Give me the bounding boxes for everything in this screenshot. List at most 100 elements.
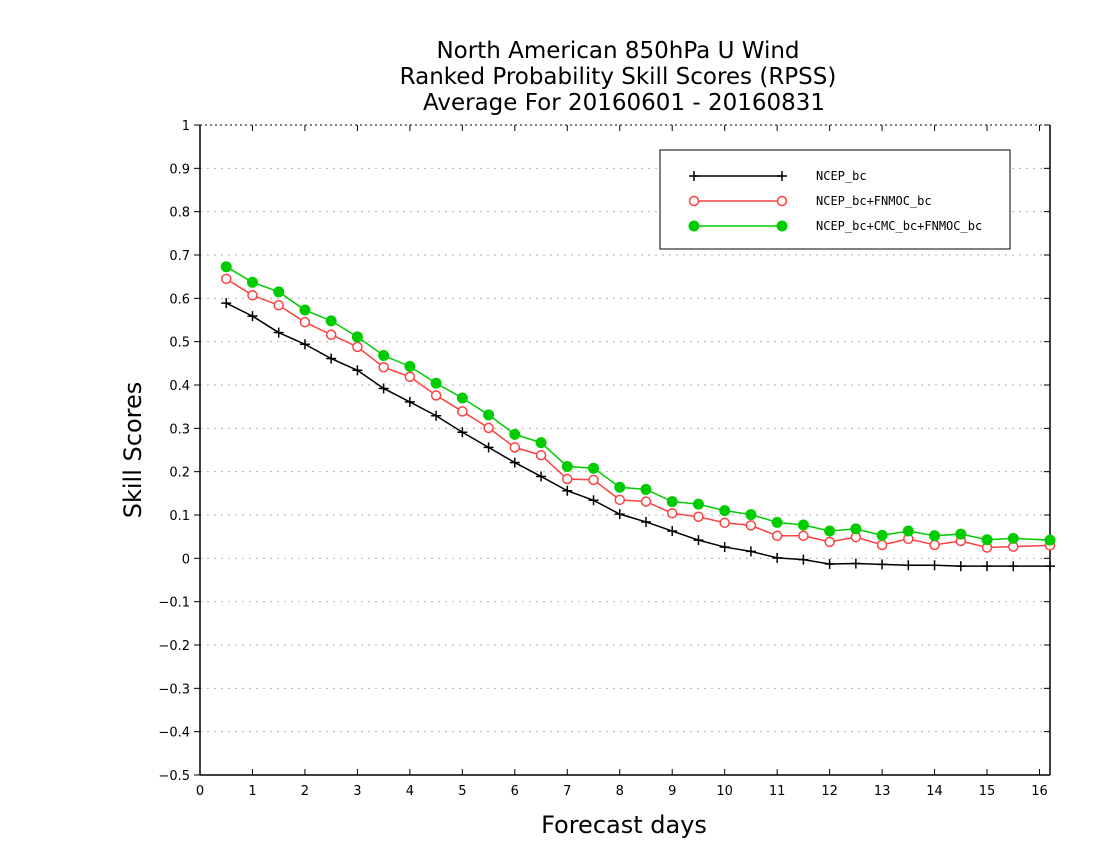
open-circle-marker bbox=[614, 494, 626, 506]
chart-title-line-1: North American 850hPa U Wind bbox=[436, 38, 799, 64]
filled-circle-marker bbox=[1007, 532, 1019, 544]
axes bbox=[199, 125, 1051, 776]
legend-item: NCEP_bc bbox=[689, 169, 867, 183]
filled-circle-marker bbox=[561, 460, 573, 472]
open-circle-marker bbox=[273, 300, 284, 311]
filled-circle-marker bbox=[797, 519, 809, 531]
filled-circle-marker bbox=[876, 529, 888, 541]
filled-circle-marker bbox=[404, 360, 416, 372]
x-tick-label: 0 bbox=[196, 784, 204, 799]
filled-circle-marker bbox=[929, 530, 941, 542]
open-circle-marker bbox=[220, 273, 232, 285]
x-tick-label: 11 bbox=[769, 784, 786, 799]
x-tick-label: 14 bbox=[926, 784, 943, 799]
open-circle-marker bbox=[688, 195, 700, 207]
y-axis-label: Skill Scores bbox=[119, 382, 147, 519]
open-circle-marker bbox=[640, 496, 652, 507]
x-tick-label: 8 bbox=[616, 784, 624, 799]
open-circle-marker bbox=[745, 520, 757, 531]
open-circle-marker bbox=[666, 508, 678, 519]
x-tick-label: 5 bbox=[458, 784, 466, 799]
x-tick-label: 7 bbox=[563, 784, 571, 799]
open-circle-marker bbox=[325, 329, 337, 340]
y-tick-label: 0.5 bbox=[169, 336, 190, 351]
filled-circle-marker bbox=[273, 286, 285, 298]
filled-circle-marker bbox=[220, 261, 232, 273]
filled-circle-marker bbox=[378, 350, 390, 362]
series-2 bbox=[220, 273, 1056, 553]
filled-circle-marker bbox=[902, 525, 914, 537]
open-circle-marker bbox=[771, 530, 783, 542]
open-circle-marker bbox=[378, 361, 389, 373]
filled-circle-marker bbox=[456, 392, 468, 404]
filled-circle-marker bbox=[509, 428, 521, 440]
filled-circle-marker bbox=[246, 276, 258, 288]
filled-circle-marker bbox=[430, 377, 442, 389]
x-tick-label: 6 bbox=[511, 784, 519, 799]
open-circle-marker bbox=[430, 390, 442, 401]
series-3 bbox=[220, 261, 1056, 546]
chart-title: North American 850hPa U Wind Ranked Prob… bbox=[400, 38, 837, 116]
open-circle-marker bbox=[562, 473, 573, 485]
open-circle-marker bbox=[483, 422, 494, 434]
open-circle-marker bbox=[693, 511, 704, 522]
filled-circle-marker bbox=[955, 528, 967, 540]
filled-circle-marker bbox=[771, 516, 783, 528]
y-tick-label: −0.5 bbox=[158, 769, 190, 784]
series-line bbox=[225, 278, 1051, 549]
filled-circle-marker bbox=[824, 525, 836, 537]
filled-circle-marker bbox=[1044, 534, 1056, 546]
filled-circle-marker bbox=[850, 523, 862, 535]
legend-label: NCEP_bc+CMC_bc+FNMOC_bc bbox=[816, 219, 982, 233]
x-tick-label: 16 bbox=[1031, 784, 1048, 799]
filled-circle-marker bbox=[588, 462, 600, 474]
filled-circle-marker bbox=[981, 534, 993, 546]
legend-label: NCEP_bc bbox=[816, 169, 867, 183]
filled-circle-marker bbox=[688, 220, 700, 232]
y-tick-label: 0.7 bbox=[169, 249, 190, 264]
legend-box bbox=[659, 149, 1011, 250]
filled-circle-marker bbox=[666, 496, 678, 508]
x-axis-ticks: 0 1 2 3 4 5 6 7 8 9 10 11 12 13 14 15 16 bbox=[196, 125, 1048, 799]
filled-circle-marker bbox=[745, 509, 757, 521]
filled-circle-marker bbox=[719, 505, 731, 517]
x-tick-label: 10 bbox=[716, 784, 733, 799]
x-axis-label: Forecast days bbox=[541, 811, 707, 839]
x-tick-label: 15 bbox=[979, 784, 996, 799]
y-tick-label: −0.3 bbox=[158, 682, 190, 697]
y-tick-label: 1 bbox=[182, 119, 190, 134]
chart-title-line-3: Average For 20160601 - 20160831 bbox=[423, 90, 825, 116]
x-tick-label: 1 bbox=[248, 784, 256, 799]
open-circle-marker bbox=[247, 290, 258, 301]
filled-circle-marker bbox=[351, 331, 363, 343]
x-tick-label: 4 bbox=[406, 784, 414, 799]
y-tick-label: −0.2 bbox=[158, 639, 190, 654]
y-tick-label: 0 bbox=[182, 552, 190, 567]
filled-circle-marker bbox=[776, 220, 788, 232]
open-circle-marker bbox=[876, 539, 888, 551]
y-tick-label: 0.6 bbox=[169, 292, 190, 307]
x-tick-label: 12 bbox=[821, 784, 838, 799]
y-tick-label: −0.1 bbox=[158, 596, 190, 611]
open-circle-marker bbox=[352, 341, 363, 353]
x-tick-label: 13 bbox=[874, 784, 891, 799]
y-axis-ticks: −0.5 −0.4 −0.3 −0.2 −0.1 0 0.1 0.2 0.3 0.4 0.5 0.6 0… bbox=[158, 119, 1050, 784]
open-circle-marker bbox=[798, 530, 809, 542]
filled-circle-marker bbox=[299, 304, 311, 316]
series-line bbox=[225, 266, 1051, 541]
open-circle-marker bbox=[824, 536, 835, 548]
open-circle-marker bbox=[929, 539, 940, 551]
y-tick-label: 0.2 bbox=[169, 466, 190, 481]
y-tick-label: 0.3 bbox=[169, 422, 190, 437]
open-circle-marker bbox=[299, 316, 311, 328]
filled-circle-marker bbox=[325, 315, 337, 327]
series-1 bbox=[221, 298, 1055, 572]
series-layer bbox=[220, 261, 1056, 572]
open-circle-marker bbox=[509, 442, 521, 453]
x-tick-label: 2 bbox=[301, 784, 309, 799]
y-tick-label: 0.8 bbox=[169, 206, 190, 221]
y-tick-label: 0.1 bbox=[169, 509, 190, 524]
y-tick-label: −0.4 bbox=[158, 726, 190, 741]
y-tick-label: 0.4 bbox=[169, 379, 190, 394]
filled-circle-marker bbox=[692, 498, 704, 510]
